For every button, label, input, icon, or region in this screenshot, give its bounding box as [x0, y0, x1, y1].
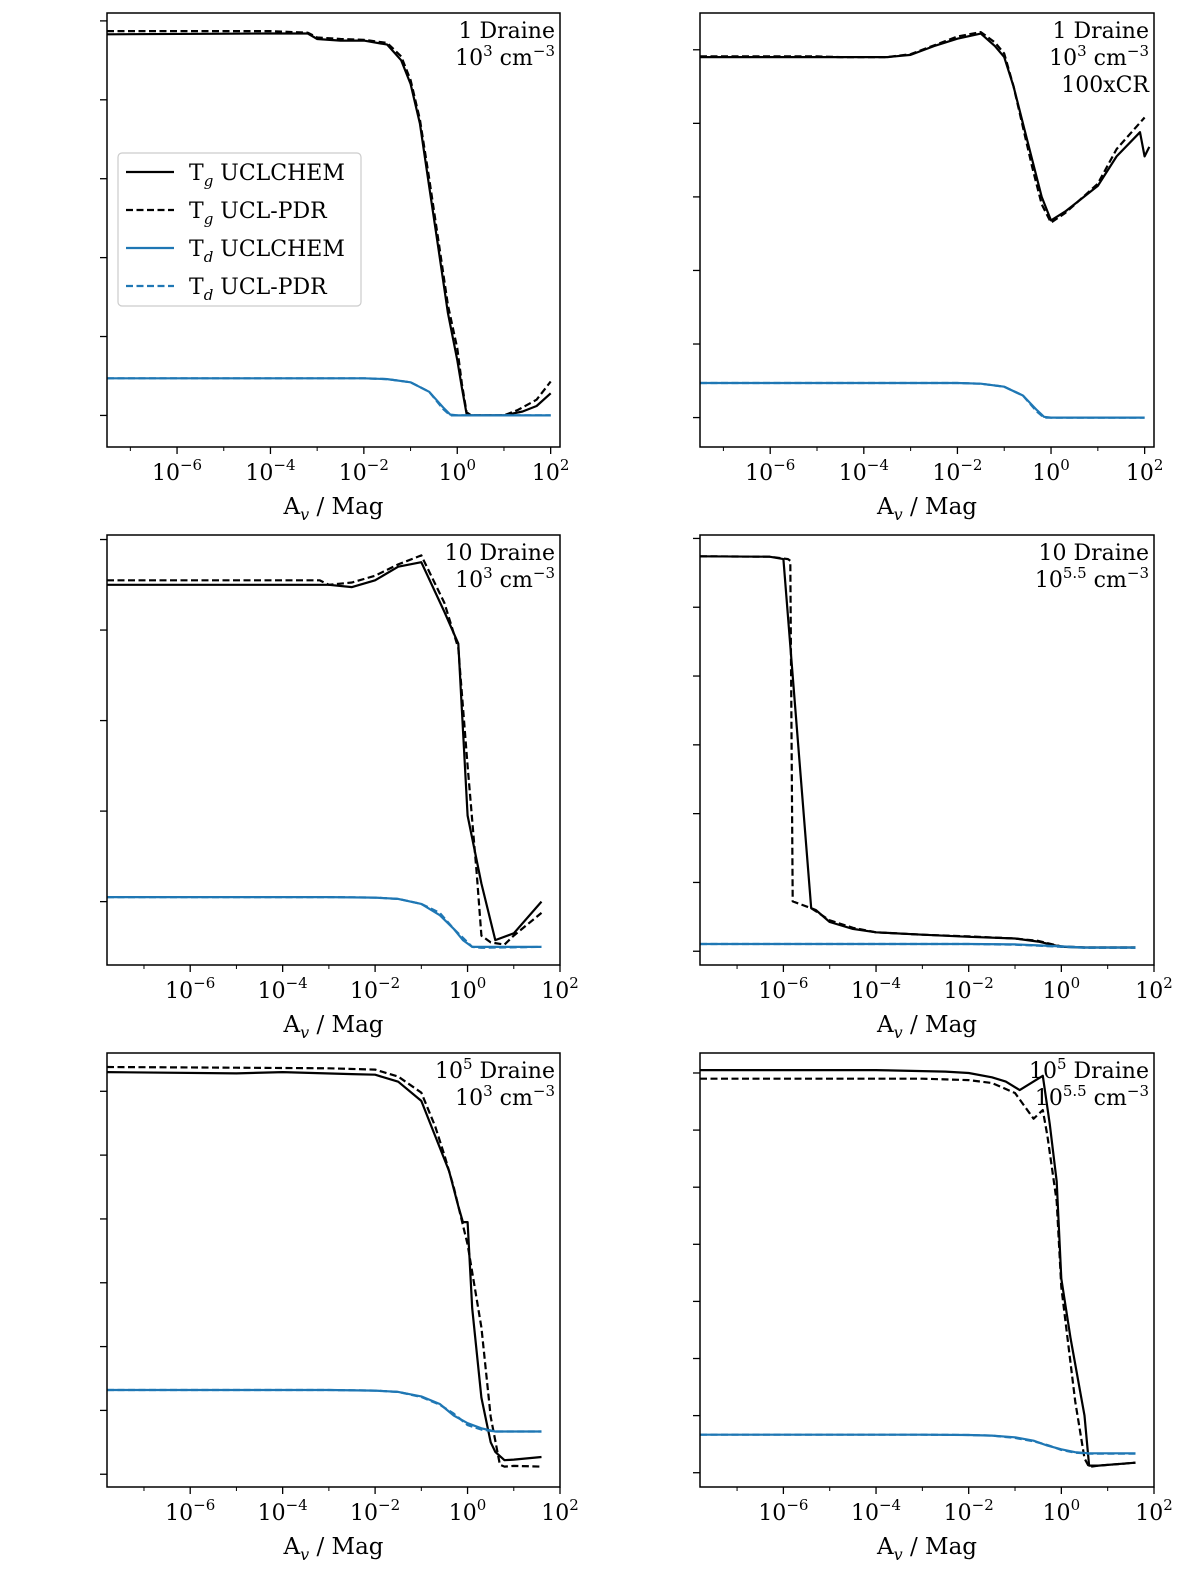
x-tick-label: 102: [541, 974, 579, 1004]
x-tick-label: 10−2: [350, 974, 400, 1004]
x-tick-label: 102: [1135, 1496, 1173, 1526]
axes-frame: [106, 534, 561, 966]
chart-panel-5: 10−6 10−4 10−2 100 102 Av / Mag 105 Draine103 …: [100, 1052, 579, 1564]
series-line-td-ucl-pdr: [700, 942, 1136, 949]
legend-label: Tg UCLCHEM: [189, 161, 345, 190]
x-tick-label: 10−6: [165, 974, 215, 1004]
annotation-line-2: 103 cm−3: [455, 42, 555, 71]
series-line-tg-uclchem: [700, 1068, 1136, 1467]
annotation-line-1: 1 Draine: [1053, 19, 1150, 44]
x-tick-label: 10−4: [851, 974, 901, 1004]
x-tick-label: 10−6: [152, 456, 202, 486]
chart-panel-4: 10−6 10−4 10−2 100 102 Av / Mag 10 Draine105.5…: [693, 534, 1173, 1042]
x-tick-label: 100: [1043, 1496, 1081, 1526]
x-tick-label: 10−4: [258, 1496, 308, 1526]
series-line-tg-uclchem: [107, 561, 543, 942]
x-tick-label: 100: [438, 456, 476, 486]
x-axis-label: Av / Mag: [282, 1012, 383, 1042]
series-line-td-uclchem: [700, 1433, 1136, 1455]
annotation-line-2: 103 cm−3: [1049, 42, 1149, 71]
x-axis-label: Av / Mag: [282, 1534, 383, 1564]
series-line-td-uclchem: [107, 895, 542, 949]
series-line-td-ucl-pdr: [107, 895, 542, 949]
series-line-tg-ucl-pdr: [700, 1077, 1136, 1469]
annotation-line-3: 100xCR: [1061, 73, 1150, 98]
x-axis-label: Av / Mag: [876, 1534, 977, 1564]
x-tick-label: 100: [1043, 974, 1081, 1004]
legend-label: Td UCL-PDR: [189, 275, 328, 304]
x-tick-label: 100: [449, 974, 487, 1004]
x-tick-label: 102: [532, 456, 570, 486]
legend: Tg UCLCHEM Tg UCL-PDR Td UCLCHEM Td UCL-PDR: [117, 152, 362, 307]
annotation-line-2: 103 cm−3: [455, 1082, 555, 1111]
x-tick-label: 10−4: [839, 456, 889, 486]
series-line-tg-ucl-pdr: [700, 30, 1146, 224]
chart-panel-6: 10−6 10−4 10−2 100 102 Av / Mag 105 Draine105.…: [693, 1052, 1173, 1564]
x-tick-label: 10−4: [245, 456, 295, 486]
series-line-td-ucl-pdr: [700, 1433, 1136, 1455]
series-line-td-uclchem: [700, 381, 1145, 419]
x-tick-label: 10−2: [339, 456, 389, 486]
series-line-td-uclchem: [107, 377, 551, 417]
legend-label: Tg UCL-PDR: [189, 199, 328, 228]
axes-frame: [106, 1052, 561, 1488]
series-line-tg-uclchem: [700, 32, 1151, 222]
axes-frame: [699, 1052, 1155, 1488]
annotation-line-2: 105.5 cm−3: [1035, 1082, 1149, 1111]
x-tick-label: 10−6: [758, 974, 808, 1004]
x-axis-label: Av / Mag: [876, 1012, 977, 1042]
series-line-tg-ucl-pdr: [107, 554, 543, 946]
x-tick-label: 10−2: [932, 456, 982, 486]
legend-box: [117, 152, 362, 307]
series-line-tg-uclchem: [107, 1070, 542, 1462]
x-tick-label: 10−6: [165, 1496, 215, 1526]
x-tick-label: 102: [541, 1496, 579, 1526]
legend-label: Td UCLCHEM: [189, 237, 345, 266]
annotation-line-2: 105.5 cm−3: [1035, 564, 1149, 593]
series-line-td-ucl-pdr: [700, 381, 1145, 419]
annotation-line-2: 103 cm−3: [455, 564, 555, 593]
series-line-tg-uclchem: [700, 555, 1136, 949]
axes-frame: [106, 12, 561, 448]
series-line-td-ucl-pdr: [107, 1388, 542, 1433]
annotation-line-1: 105 Draine: [1029, 1055, 1149, 1084]
axes-frame: [699, 534, 1155, 966]
series-line-tg-ucl-pdr: [700, 555, 1136, 949]
series-line-td-ucl-pdr: [107, 377, 551, 417]
x-tick-label: 10−2: [350, 1496, 400, 1526]
annotation-line-1: 1 Draine: [459, 19, 556, 44]
annotation-line-1: 10 Draine: [445, 541, 555, 566]
axes-frame: [699, 12, 1155, 448]
x-axis-label: Av / Mag: [282, 494, 383, 524]
series-line-tg-ucl-pdr: [107, 30, 552, 417]
series-line-tg-ucl-pdr: [107, 1065, 542, 1468]
x-tick-label: 10−6: [758, 1496, 808, 1526]
x-tick-label: 100: [1032, 456, 1070, 486]
x-tick-label: 102: [1126, 456, 1164, 486]
x-tick-label: 10−4: [851, 1496, 901, 1526]
x-tick-label: 10−2: [944, 1496, 994, 1526]
x-tick-label: 102: [1135, 974, 1173, 1004]
x-axis-label: Av / Mag: [876, 494, 977, 524]
series-line-td-uclchem: [107, 1388, 542, 1433]
x-tick-label: 10−6: [745, 456, 795, 486]
x-tick-label: 10−2: [944, 974, 994, 1004]
annotation-line-1: 105 Draine: [435, 1055, 555, 1084]
annotation-line-1: 10 Draine: [1039, 541, 1149, 566]
x-tick-label: 100: [449, 1496, 487, 1526]
x-tick-label: 10−4: [258, 974, 308, 1004]
